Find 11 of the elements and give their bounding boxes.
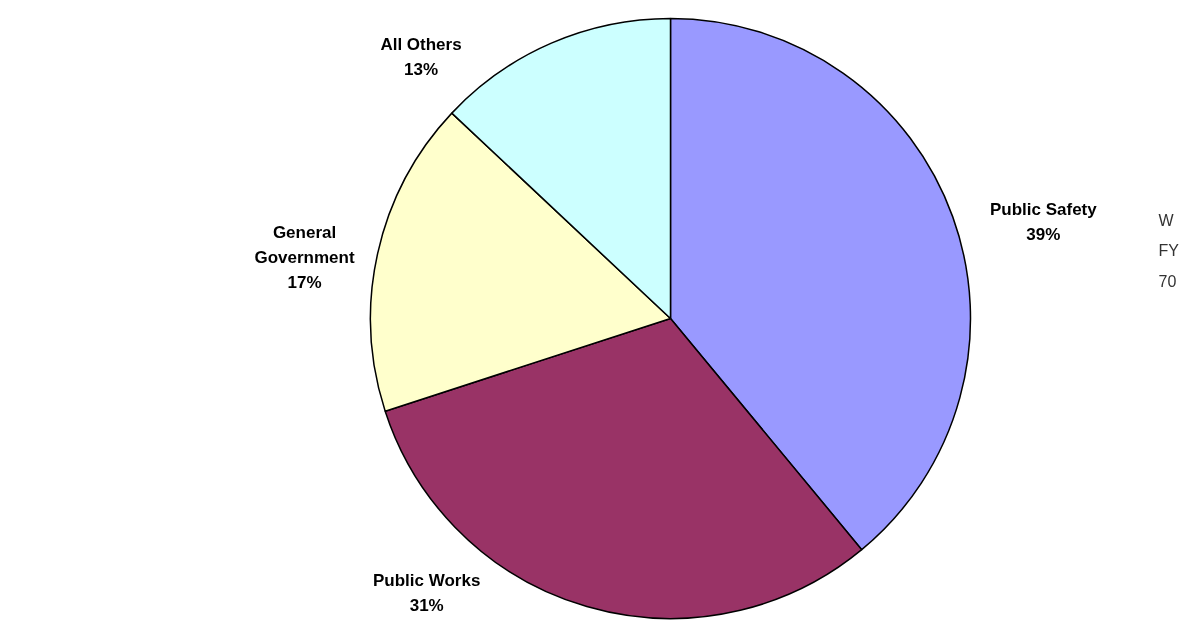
data-label: 13%: [403, 60, 439, 80]
data-label: 39%: [1026, 225, 1061, 245]
data-label: 17%: [287, 272, 322, 292]
text: W: [1158, 212, 1175, 229]
data-label: 31%: [409, 595, 444, 615]
text: 70: [1158, 272, 1177, 290]
slice-label: Public Safety: [989, 200, 1098, 220]
slice-label: General Government: [254, 222, 355, 267]
slice-label: All Others: [380, 35, 462, 55]
text: FY: [1158, 242, 1180, 259]
slice-label: Public Works: [373, 570, 481, 590]
